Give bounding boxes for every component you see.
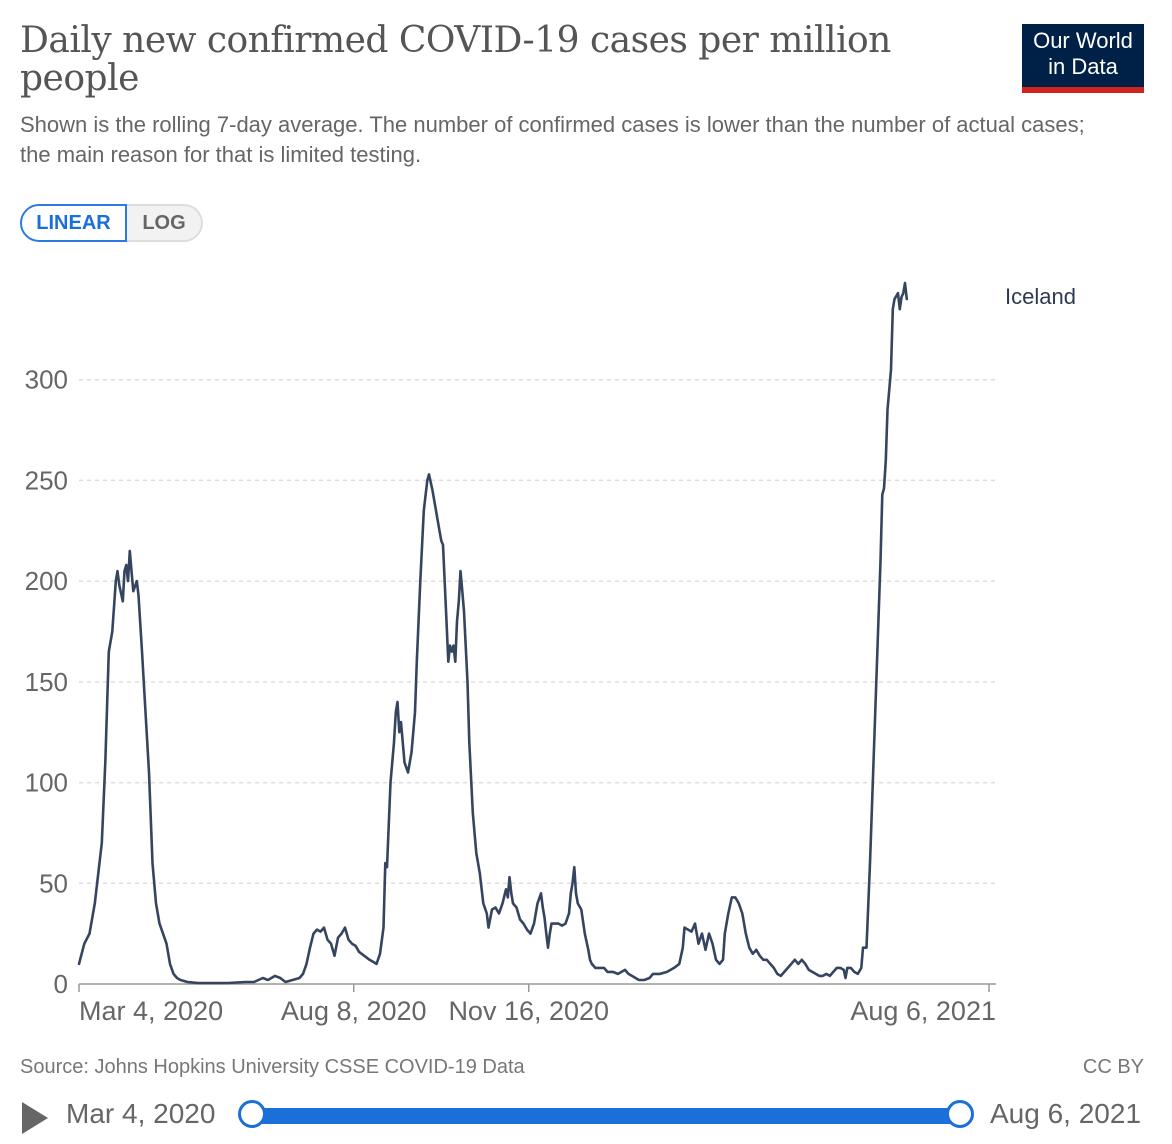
y-tick-label: 0 [54,969,68,999]
y-tick-label: 100 [25,768,68,798]
y-tick-label: 300 [25,365,68,395]
series-line-iceland[interactable] [77,281,909,985]
y-tick-label: 150 [25,667,68,697]
logo-line-1: Our World [1033,28,1133,53]
timeline-end-label: Aug 6, 2021 [990,1098,1142,1129]
scale-toggle: LINEAR LOG [20,204,203,242]
y-tick-label: 250 [25,465,68,495]
x-tick-label: Nov 16, 2020 [448,996,609,1026]
timeline-start-label: Mar 4, 2020 [66,1098,216,1129]
x-axis: Mar 4, 2020 Aug 8, 2020 Nov 16, 2020 Aug 6,… [78,983,996,1026]
owid-logo[interactable]: Our World in Data [1022,24,1144,93]
gridlines [79,378,996,885]
linear-scale-button[interactable]: LINEAR [20,204,127,242]
logo-accent-bar [1022,87,1144,93]
y-tick-label: 200 [25,566,68,596]
source-note[interactable]: Source: Johns Hopkins University CSSE CO… [20,1056,525,1078]
y-axis-ticks: 0 50 100 150 200 250 300 [25,365,68,999]
y-tick-label: 50 [39,868,68,898]
line-chart: 0 50 100 150 200 250 300 Mar 4, 2020 Aug 8, 202… [25,281,1076,1026]
x-tick-label: Aug 6, 2021 [850,996,996,1026]
timeline-end-handle[interactable] [946,1100,974,1128]
timeline-start-handle[interactable] [238,1100,266,1128]
logo-line-2: in Data [1048,54,1118,79]
series-layer: Iceland [77,281,1076,985]
license-link[interactable]: CC BY [1082,1056,1144,1078]
series-label[interactable]: Iceland [1005,284,1076,309]
timeline-track[interactable] [252,1108,960,1124]
log-scale-button[interactable]: LOG [127,204,203,242]
x-tick-label: Aug 8, 2020 [281,996,427,1026]
play-icon[interactable] [22,1102,48,1134]
chart-title: Daily new confirmed COVID-19 cases per m… [20,20,891,99]
x-tick-label: Mar 4, 2020 [79,996,223,1026]
chart-subtitle: Shown is the rolling 7-day average. The … [20,112,1085,167]
